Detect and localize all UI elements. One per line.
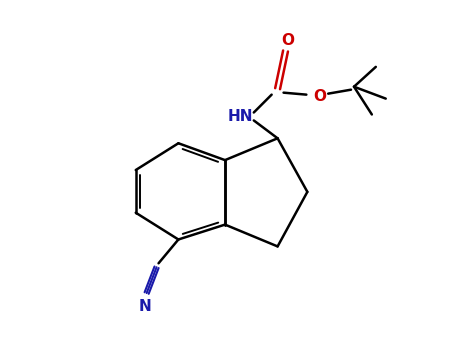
Text: HN: HN: [227, 109, 253, 124]
Text: O: O: [281, 33, 294, 48]
Text: N: N: [138, 300, 151, 314]
Text: O: O: [313, 89, 326, 104]
